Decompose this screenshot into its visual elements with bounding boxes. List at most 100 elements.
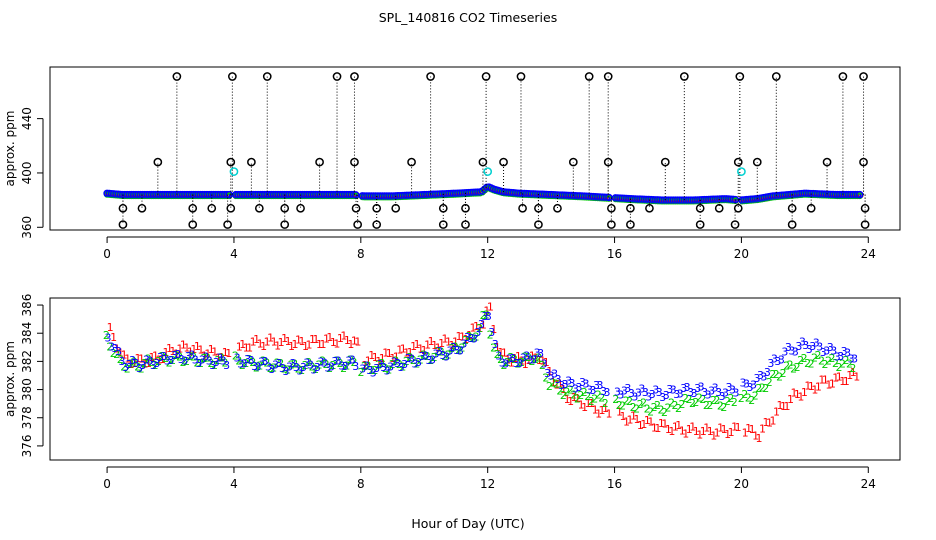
bottom-point-series-2: 2 [556,385,563,398]
bottom-point-series-2: 2 [637,398,644,411]
bottom-point-series-3: 3 [188,348,195,361]
bottom-point-series-2: 2 [302,359,309,372]
bottom-point-series-2: 2 [476,322,483,335]
bottom-point-series-2: 2 [741,388,748,401]
bottom-point-series-2: 2 [455,343,462,356]
bottom-point-series-2: 2 [661,406,668,419]
bottom-point-series-3: 3 [624,382,631,395]
bottom-point-series-3: 3 [750,378,757,391]
top-outlier-point [568,157,578,167]
bottom-point-series-1: 1 [490,323,497,336]
bottom-point-series-3: 3 [781,346,788,359]
bottom-point-series-1: 1 [173,347,180,360]
bottom-point-series-2: 2 [483,308,490,321]
bottom-point-series-1: 1 [836,370,843,383]
bottom-point-series-3: 3 [499,357,506,370]
bottom-point-series-2: 2 [410,354,417,367]
bottom-point-series-2: 2 [630,401,637,414]
bottom-point-series-3: 3 [317,355,324,368]
bottom-point-series-1: 1 [783,400,790,413]
bottom-point-series-3: 3 [384,364,391,377]
bottom-point-series-3: 3 [366,364,373,377]
bottom-x-tick-label: 0 [103,477,111,491]
bottom-point-series-2: 2 [187,350,194,363]
bottom-point-series-1: 1 [703,421,710,434]
bottom-point-series-3: 3 [785,341,792,354]
bottom-point-series-2: 2 [368,364,375,377]
bottom-point-series-1: 1 [801,386,808,399]
top-reference-point [229,167,239,176]
bottom-point-series-1: 1 [724,428,731,441]
bottom-point-series-3: 3 [565,374,572,387]
bottom-point-series-3: 3 [548,369,555,382]
bottom-point-series-3: 3 [652,383,659,396]
bottom-point-series-2: 2 [598,391,605,404]
bottom-point-series-2: 2 [497,353,504,366]
bottom-point-series-3: 3 [638,382,645,395]
bottom-point-series-1: 1 [169,345,176,358]
bottom-point-series-2: 2 [201,352,208,365]
top-outlier-point [118,220,128,229]
bottom-point-series-3: 3 [185,350,192,363]
bottom-point-series-3: 3 [691,387,698,400]
bottom-point-series-3: 3 [174,348,181,361]
bottom-point-series-1: 1 [522,358,529,371]
bottom-point-series-3: 3 [795,340,802,353]
bottom-point-series-1: 1 [215,351,222,364]
bottom-point-series-3: 3 [722,386,729,399]
bottom-point-series-2: 2 [473,330,480,343]
bottom-point-series-3: 3 [673,388,680,401]
bottom-point-series-1: 1 [557,378,564,391]
bottom-point-series-1: 1 [149,351,156,364]
bottom-point-series-1: 1 [239,338,246,351]
bottom-point-series-3: 3 [551,367,558,380]
top-outlier-point [603,72,613,81]
bottom-point-series-1: 1 [630,410,637,423]
bottom-point-series-3: 3 [164,355,171,368]
bottom-point-series-3: 3 [300,361,307,374]
bottom-point-series-2: 2 [752,389,759,402]
bottom-point-series-1: 1 [466,329,473,342]
bottom-point-series-2: 2 [825,354,832,367]
bottom-point-series-2: 2 [504,356,511,369]
bottom-point-series-2: 2 [487,329,494,342]
bottom-point-series-2: 2 [344,359,351,372]
bottom-point-series-1: 1 [504,354,511,367]
bottom-point-series-3: 3 [118,355,125,368]
bottom-point-series-3: 3 [405,352,412,365]
bottom-point-series-2: 2 [790,363,797,376]
bottom-point-series-2: 2 [699,393,706,406]
bottom-point-series-2: 2 [385,363,392,376]
bottom-point-series-1: 1 [588,397,595,410]
bottom-point-series-1: 1 [344,334,351,347]
bottom-point-series-2: 2 [692,396,699,409]
bottom-point-series-2: 2 [801,352,808,365]
bottom-x-tick-label: 4 [230,477,238,491]
bottom-point-series-1: 1 [152,350,159,363]
bottom-point-series-2: 2 [148,356,155,369]
bottom-point-series-3: 3 [436,345,443,358]
bottom-point-series-1: 1 [850,366,857,379]
bottom-point-series-1: 1 [442,333,449,346]
top-outlier-point [626,220,635,229]
bottom-point-series-3: 3 [764,366,771,379]
bottom-point-series-1: 1 [400,342,407,355]
bottom-point-series-2: 2 [298,364,305,377]
bottom-point-series-3: 3 [562,378,569,391]
bottom-point-series-2: 2 [651,401,658,414]
top-outlier-point [787,220,797,229]
bottom-point-series-1: 1 [187,346,194,359]
bottom-point-series-2: 2 [459,342,466,355]
bottom-point-series-3: 3 [631,390,638,403]
bottom-point-series-3: 3 [275,357,282,370]
bottom-point-series-3: 3 [415,356,422,369]
bottom-point-series-2: 2 [214,354,221,367]
top-outlier-point [188,220,198,229]
bottom-point-series-3: 3 [596,379,603,392]
top-outlier-point [553,203,562,213]
bottom-point-series-1: 1 [742,426,749,439]
bottom-point-series-1: 1 [592,404,599,417]
bottom-point-series-3: 3 [178,353,185,366]
bottom-point-series-3: 3 [262,355,269,368]
bottom-point-series-2: 2 [431,351,438,364]
